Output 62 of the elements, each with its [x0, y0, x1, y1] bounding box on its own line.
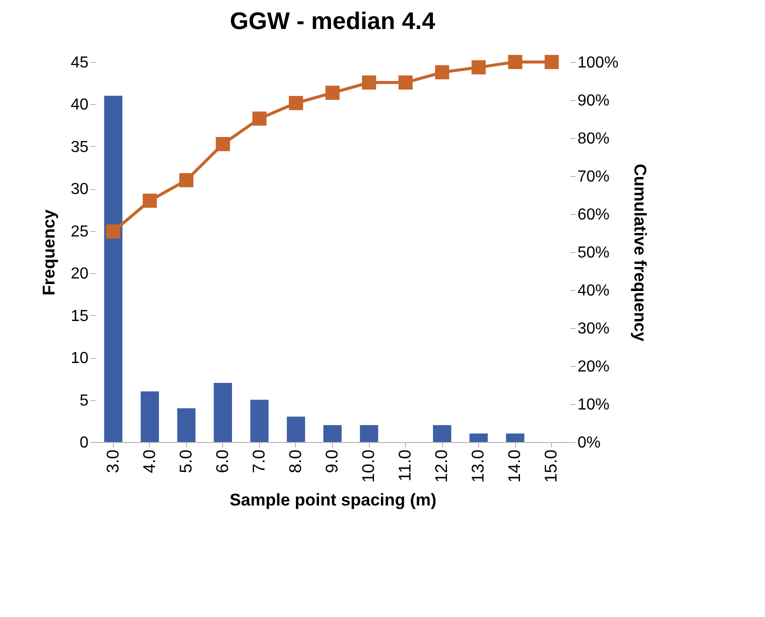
- bar: [432, 425, 452, 442]
- point: [362, 75, 376, 90]
- point: [325, 86, 340, 100]
- x-tick-label: 13.0: [468, 450, 488, 483]
- bar: [360, 425, 378, 442]
- y2-axis-title: Cumulative frequency: [630, 164, 650, 342]
- x-tick-label: 5.0: [176, 450, 196, 474]
- x-tick-label: 15.0: [542, 450, 561, 483]
- y2-tick-label: 0%: [578, 434, 601, 452]
- bar: [140, 391, 159, 442]
- point: [142, 194, 157, 208]
- y2-tick-label: 80%: [578, 130, 610, 148]
- bar: [214, 382, 232, 442]
- point: [216, 137, 230, 152]
- point: [472, 60, 486, 74]
- y2-tick-label: 30%: [578, 320, 610, 338]
- point: [106, 224, 120, 239]
- y-tick-label: 0: [80, 434, 89, 452]
- y-tick-label: 5: [80, 392, 89, 410]
- y-axis-title: Frequency: [40, 208, 59, 296]
- y-tick-label: 30: [70, 181, 89, 198]
- point: [179, 173, 194, 188]
- bar: [506, 434, 524, 442]
- y-tick-label: 10: [70, 350, 89, 368]
- y2-tick-label: 20%: [578, 358, 610, 376]
- x-tick-label: 6.0: [212, 450, 232, 474]
- y-tick-label: 20: [70, 266, 89, 283]
- y2-tick-label: 70%: [578, 168, 610, 186]
- bar: [250, 400, 269, 442]
- point: [398, 75, 413, 90]
- point: [508, 54, 522, 70]
- bar: [177, 408, 196, 442]
- x-tick-label: 3.0: [103, 450, 122, 474]
- x-tick-label: 8.0: [286, 450, 305, 474]
- y-tick-label: 35: [70, 138, 89, 156]
- y2-tick-label: 100%: [578, 54, 618, 72]
- x-tick-label: 10.0: [359, 450, 378, 483]
- y2-tick-label: 90%: [578, 92, 610, 110]
- point: [252, 112, 266, 126]
- x-tick-label: 12.0: [432, 450, 452, 483]
- x-tick-label: 11.0: [396, 450, 415, 482]
- bar: [104, 96, 122, 442]
- y2-tick-label: 60%: [578, 206, 610, 224]
- y-tick-label: 25: [70, 223, 89, 240]
- x-tick-label: 4.0: [140, 450, 159, 474]
- y2-tick-label: 40%: [578, 282, 610, 300]
- bar: [286, 416, 306, 442]
- point: [435, 65, 450, 80]
- x-tick-label: 9.0: [322, 450, 342, 474]
- y-tick-label: 15: [70, 308, 89, 325]
- chart-title: GGW - median 4.4: [230, 8, 436, 35]
- point: [544, 54, 559, 70]
- x-axis-title: Sample point spacing (m): [230, 490, 436, 510]
- y2-tick-label: 50%: [578, 244, 610, 262]
- x-tick-label: 14.0: [505, 450, 524, 483]
- x-tick-label: 7.0: [249, 450, 268, 474]
- bar: [470, 434, 488, 442]
- y2-tick-label: 10%: [578, 396, 610, 414]
- y-tick-label: 40: [70, 96, 89, 114]
- y-tick-label: 45: [70, 54, 89, 72]
- bar: [323, 425, 342, 442]
- point: [288, 96, 304, 110]
